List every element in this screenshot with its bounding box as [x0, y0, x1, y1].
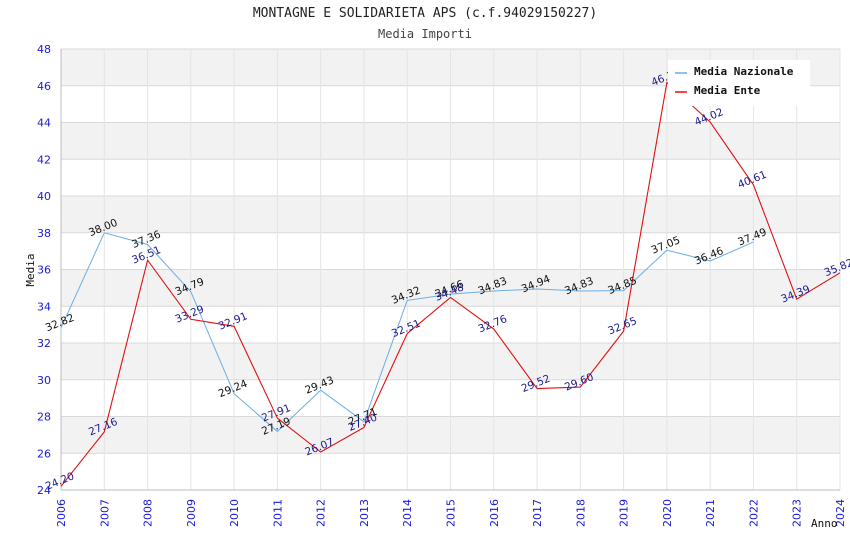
x-tick-label: 2007: [98, 499, 111, 527]
data-label-media-nazionale: 36.46: [693, 245, 726, 268]
y-tick-label: 44: [37, 117, 51, 130]
x-tick-label: 2018: [574, 499, 587, 527]
x-axis-label: Anno: [811, 517, 838, 530]
chart-subtitle: Media Importi: [378, 27, 472, 41]
y-tick-label: 36: [37, 264, 51, 277]
legend-box: [668, 60, 810, 106]
data-label-media-ente: 24.20: [44, 470, 76, 492]
y-tick-label: 38: [37, 227, 51, 240]
y-axis-label: Media: [24, 253, 37, 286]
data-label-media-ente: 32.76: [476, 313, 509, 336]
x-tick-label: 2014: [401, 499, 414, 527]
chart-title: MONTAGNE E SOLIDARIETA APS (c.f.94029150…: [252, 6, 598, 21]
x-tick-label: 2023: [791, 499, 804, 527]
x-tick-label: 2017: [531, 499, 544, 527]
x-tick-label: 2006: [55, 499, 68, 527]
x-tick-label: 2016: [488, 499, 501, 527]
y-tick-label: 28: [37, 411, 51, 424]
data-label-media-nazionale: 37.05: [650, 234, 682, 256]
y-tick-label: 48: [37, 43, 51, 56]
x-tick-label: 2012: [315, 499, 328, 527]
series-line-media-ente: [60, 81, 841, 487]
series-lines: [60, 81, 841, 487]
data-label-media-nazionale: 29.24: [217, 378, 250, 401]
x-tick-label: 2013: [358, 499, 371, 527]
x-axis-ticks: 2006 2007 2008 2009 2010 2011 2012 2013 2014 2015…: [55, 499, 847, 527]
y-tick-label: 34: [37, 300, 51, 313]
x-tick-label: 2009: [185, 499, 198, 527]
legend: Media Nazionale Media Ente: [668, 60, 810, 106]
y-tick-label: 42: [37, 153, 51, 166]
y-tick-label: 26: [37, 447, 51, 460]
data-label-media-ente: 32.91: [217, 310, 249, 332]
legend-label-media-nazionale: Media Nazionale: [694, 65, 794, 78]
data-label-media-ente: 32.65: [606, 315, 638, 337]
legend-label-media-ente: Media Ente: [694, 84, 761, 97]
x-tick-label: 2015: [445, 499, 458, 527]
data-label-media-ente: 40.61: [736, 169, 768, 191]
y-tick-label: 32: [37, 337, 51, 350]
y-tick-label: 46: [37, 80, 51, 93]
x-tick-label: 2008: [142, 499, 155, 527]
series-line-media-nazionale: [60, 232, 754, 433]
y-tick-label: 24: [37, 484, 51, 497]
x-tick-label: 2024: [834, 499, 847, 527]
data-label-media-nazionale: 32.82: [44, 312, 76, 334]
x-tick-label: 2021: [704, 499, 717, 527]
y-axis-ticks: 24 26 28 30 32 34 36 38 40 42 44 46 48: [37, 43, 51, 497]
y-tick-label: 30: [37, 374, 51, 387]
y-tick-label: 40: [37, 190, 51, 203]
x-tick-label: 2019: [618, 499, 631, 527]
x-tick-label: 2022: [747, 499, 760, 527]
x-tick-label: 2011: [271, 499, 284, 527]
x-tick-label: 2020: [661, 499, 674, 527]
x-tick-label: 2010: [228, 499, 241, 527]
axes: [60, 49, 840, 491]
